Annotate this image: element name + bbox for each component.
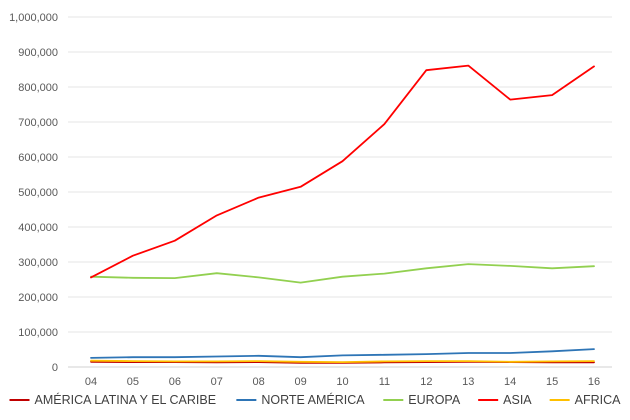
series-line-norte-america <box>90 348 595 359</box>
y-tick-label: 400,000 <box>18 222 58 234</box>
legend-label: AMÉRICA LATINA Y EL CARIBE <box>35 392 217 407</box>
y-tick-label: 800,000 <box>18 82 58 94</box>
gridlines <box>68 16 612 368</box>
legend: AMÉRICA LATINA Y EL CARIBE NORTE AMÉRICA E… <box>9 392 622 407</box>
legend-label: EUROPA <box>408 393 461 407</box>
y-tick-label: 500,000 <box>18 187 58 199</box>
x-tick-label: 12 <box>420 376 432 388</box>
x-tick-label: 09 <box>294 376 306 388</box>
legend-item-asia: ASIA <box>478 393 532 407</box>
x-tick-label: 16 <box>588 376 600 388</box>
legend-item-europa: EUROPA <box>383 393 461 407</box>
x-tick-label: 05 <box>127 376 139 388</box>
series-lines <box>90 64 595 364</box>
y-tick-label: 600,000 <box>18 152 58 164</box>
series-line-asia <box>90 64 595 279</box>
x-tick-label: 07 <box>211 376 223 388</box>
x-tick-label: 10 <box>336 376 348 388</box>
legend-label: AFRICA <box>575 393 622 407</box>
y-tick-label: 300,000 <box>18 257 58 269</box>
x-tick-label: 04 <box>85 376 97 388</box>
x-tick-label: 13 <box>462 376 474 388</box>
y-tick-label: 900,000 <box>18 47 58 59</box>
y-tick-label: 0 <box>52 362 58 374</box>
x-tick-label: 08 <box>253 376 265 388</box>
y-axis-tick-labels: 0 100,000 200,000 300,000 400,000 500,000 600,… <box>9 12 58 374</box>
legend-item-norte-america: NORTE AMÉRICA <box>236 392 365 407</box>
series-line-europa <box>90 263 595 284</box>
y-tick-label: 200,000 <box>18 292 58 304</box>
x-tick-label: 11 <box>379 376 390 388</box>
legend-item-america-latina-y-el-caribe: AMÉRICA LATINA Y EL CARIBE <box>9 392 217 407</box>
y-tick-label: 100,000 <box>18 327 58 339</box>
legend-label: ASIA <box>503 393 532 407</box>
legend-item-africa: AFRICA <box>549 393 622 407</box>
x-tick-label: 14 <box>504 376 516 388</box>
legend-label: NORTE AMÉRICA <box>261 392 365 407</box>
x-tick-label: 15 <box>546 376 558 388</box>
y-tick-label: 700,000 <box>18 117 58 129</box>
series-line-africa <box>90 359 595 364</box>
x-tick-label: 06 <box>169 376 181 388</box>
y-tick-label: 1,000,000 <box>9 12 58 24</box>
x-axis-tick-labels: 04 05 06 07 08 09 10 11 12 13 14 15 16 <box>85 376 600 388</box>
